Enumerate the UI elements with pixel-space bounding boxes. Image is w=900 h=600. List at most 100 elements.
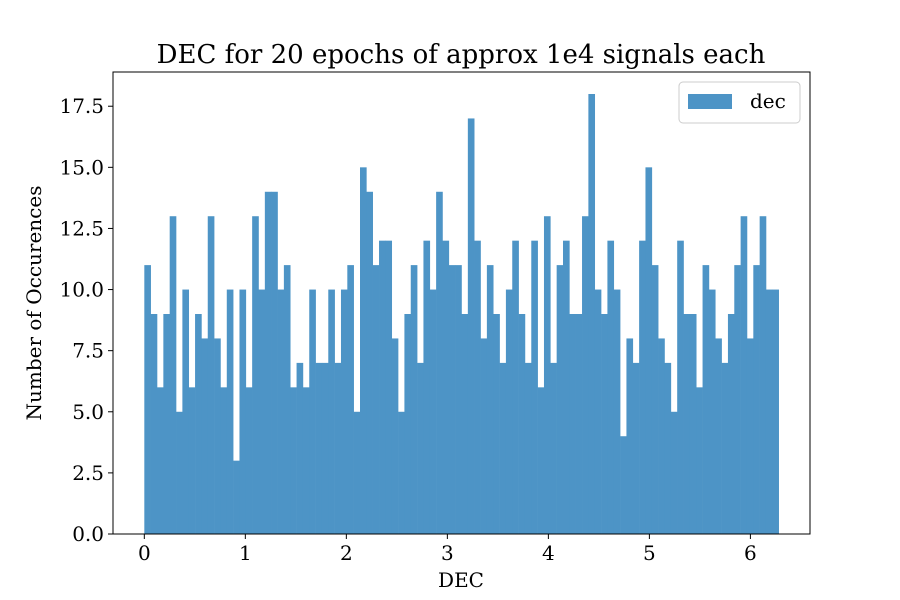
- y-tick-label: 15.0: [59, 155, 104, 179]
- histogram-bar: [302, 387, 310, 534]
- histogram-bar: [588, 94, 596, 534]
- legend-swatch: [688, 94, 732, 109]
- x-tick-label: 3: [441, 541, 454, 565]
- histogram-bar: [677, 240, 684, 534]
- x-tick-label: 0: [138, 541, 151, 565]
- histogram-bar: [347, 265, 354, 534]
- x-tick-label: 6: [744, 541, 757, 565]
- legend: dec: [678, 81, 801, 124]
- y-tick-label: 0.0: [72, 522, 104, 546]
- histogram-bar: [379, 240, 386, 534]
- histogram-bar: [340, 289, 348, 534]
- histogram-bar: [366, 191, 373, 534]
- histogram-bar: [543, 216, 551, 534]
- histogram-bar: [182, 289, 190, 534]
- histogram-bar: [163, 314, 170, 534]
- x-axis-ticks: 0 1 2 3 4 5 6: [138, 534, 757, 565]
- y-axis-title: Number of Occurences: [22, 186, 46, 421]
- histogram-bar: [290, 387, 297, 534]
- histogram-bar: [524, 362, 532, 534]
- histogram-bar: [746, 338, 754, 534]
- histogram-bar: [474, 240, 481, 534]
- histogram-bar: [556, 265, 564, 534]
- histogram-bar: [321, 362, 329, 534]
- x-axis-title: DEC: [438, 568, 484, 592]
- y-tick-label: 5.0: [72, 400, 104, 424]
- histogram-bar: [613, 289, 621, 534]
- histogram-bar: [715, 338, 722, 534]
- histogram-bar: [651, 265, 659, 534]
- histogram-bar: [505, 289, 513, 534]
- y-tick-label: 12.5: [59, 216, 104, 240]
- histogram-bar: [550, 362, 557, 534]
- y-tick-label: 10.0: [59, 278, 104, 302]
- histogram-bar: [740, 216, 748, 534]
- x-tick-label: 4: [542, 541, 555, 565]
- histogram-bar: [169, 216, 177, 534]
- y-axis-ticks: 0.0 2.5 5.0 7.5 10.0 12.5 15.0 17.5: [59, 94, 113, 546]
- histogram-bar: [360, 167, 367, 535]
- histogram-bar: [708, 289, 716, 534]
- histogram-bar: [226, 289, 234, 534]
- histogram-bar: [410, 265, 418, 534]
- histogram-bar: [696, 387, 703, 534]
- x-tick-label: 5: [643, 541, 656, 565]
- histogram-bar: [493, 314, 500, 534]
- histogram-bar: [753, 265, 760, 534]
- histogram-bar: [391, 338, 399, 534]
- histogram-bar: [207, 216, 215, 534]
- histogram-bar: [537, 387, 545, 534]
- histogram-bar: [562, 240, 570, 534]
- histogram-bar: [582, 216, 589, 534]
- histogram-bar: [645, 167, 653, 535]
- histogram-bar: [569, 314, 576, 534]
- histogram-bar: [702, 265, 710, 534]
- histogram-bar: [759, 216, 767, 534]
- y-tick-label: 2.5: [72, 461, 104, 485]
- histogram-bar: [328, 289, 335, 534]
- y-tick-label: 7.5: [72, 339, 104, 363]
- plot-frame: [112, 71, 811, 535]
- histogram-bar: [233, 460, 240, 534]
- histogram-bar: [480, 338, 488, 534]
- histogram-bar: [423, 240, 431, 534]
- histogram-bar: [626, 338, 634, 534]
- histogram-bar: [245, 387, 253, 534]
- histogram-bar: [632, 362, 640, 534]
- histogram-bar: [334, 362, 342, 534]
- histogram-bar: [620, 436, 627, 534]
- bars-layer: [144, 94, 779, 535]
- histogram-bar: [721, 362, 729, 534]
- y-tick-label: 17.5: [59, 94, 104, 118]
- histogram-bar: [220, 387, 228, 534]
- histogram-bar: [594, 289, 602, 534]
- histogram-bar: [499, 362, 507, 534]
- histogram-bar: [518, 314, 526, 534]
- histogram-bar: [277, 289, 285, 534]
- histogram-bar: [727, 314, 735, 534]
- histogram-bar: [176, 411, 183, 534]
- histogram-bar: [689, 314, 697, 534]
- histogram-bar: [467, 118, 475, 534]
- histogram-bar: [214, 338, 221, 534]
- histogram-bar: [315, 362, 323, 534]
- histogram-bar: [664, 362, 672, 534]
- histogram-bar: [658, 338, 665, 534]
- histogram-bar: [296, 362, 304, 534]
- histogram-bar: [283, 265, 291, 534]
- histogram-bar: [258, 289, 266, 534]
- histogram-bar: [461, 314, 469, 534]
- histogram-bar: [144, 265, 151, 534]
- histogram-bar: [607, 240, 615, 534]
- histogram-bar: [195, 314, 202, 534]
- histogram-bar: [201, 338, 209, 534]
- histogram-bar: [772, 289, 779, 534]
- legend-label: dec: [750, 89, 786, 113]
- histogram-bar: [309, 289, 316, 534]
- histogram-bar: [436, 191, 443, 534]
- histogram-bar: [188, 387, 196, 534]
- x-tick-label: 1: [239, 541, 252, 565]
- histogram-bar: [601, 314, 608, 534]
